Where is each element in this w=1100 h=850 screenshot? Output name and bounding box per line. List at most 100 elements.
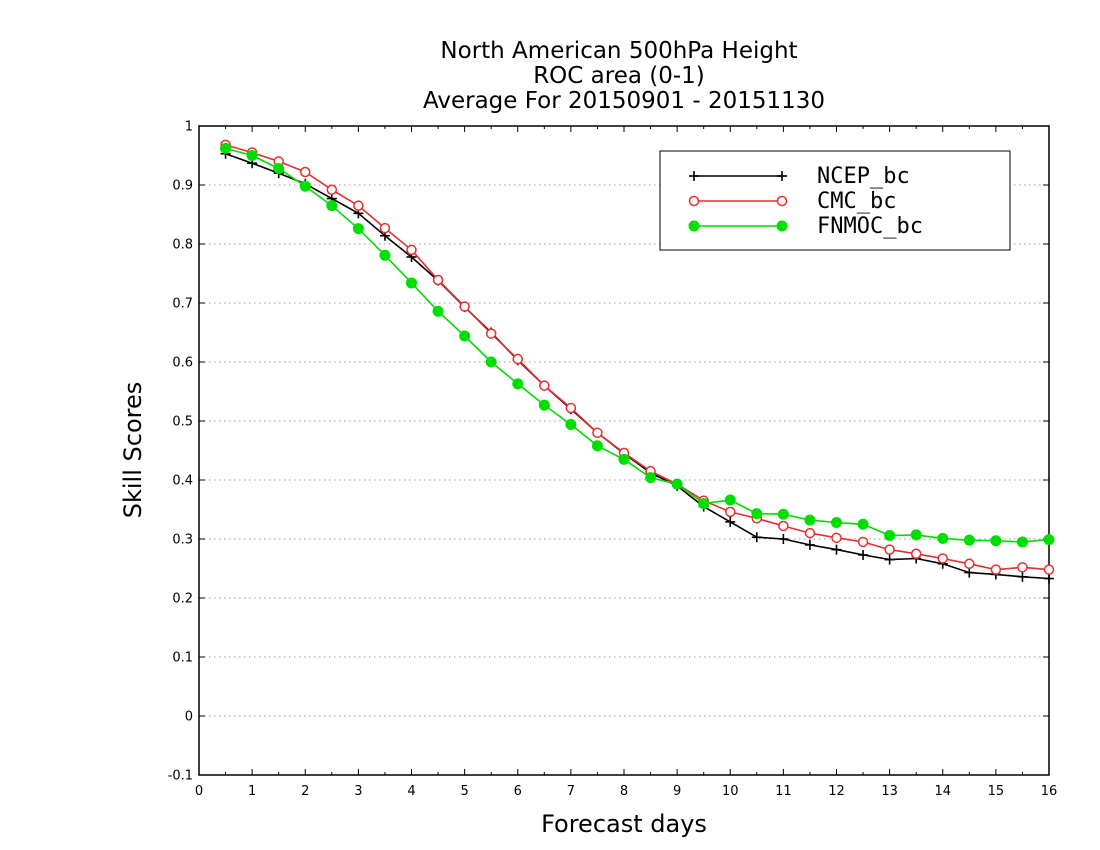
data-point-fnmoc	[352, 223, 364, 235]
x-tick-label: 7	[567, 784, 575, 799]
data-point-cmc	[300, 166, 311, 178]
x-tick-label: 14	[934, 784, 951, 799]
data-point-cmc	[910, 548, 922, 559]
legend-label-cmc: CMC_bc	[817, 189, 896, 214]
data-point-fnmoc	[1043, 534, 1055, 546]
x-tick-label: 13	[881, 784, 898, 799]
data-point-cmc	[353, 200, 364, 211]
data-point-fnmoc	[326, 200, 338, 212]
data-point-ncep	[804, 539, 815, 550]
data-point-cmc	[831, 532, 842, 544]
chart-title: North American 500hPa Height ROC area (0…	[423, 38, 825, 114]
data-point-cmc	[857, 536, 869, 548]
y-tick-label: 0.8	[172, 238, 193, 253]
x-tick-label: 15	[988, 784, 1005, 799]
y-tick-label: 0.7	[172, 297, 193, 312]
data-point-fnmoc	[751, 508, 763, 520]
data-point-fnmoc	[937, 532, 949, 544]
data-point-fnmoc	[299, 180, 311, 192]
data-point-cmc	[990, 564, 1002, 575]
legend-marker-cmc	[776, 195, 788, 207]
y-tick-label: 0.5	[172, 415, 193, 430]
data-point-fnmoc	[591, 440, 603, 452]
data-point-ncep	[1017, 571, 1028, 582]
data-point-fnmoc	[459, 330, 471, 342]
data-point-fnmoc	[538, 399, 550, 411]
x-tick-label: 8	[620, 784, 628, 799]
y-tick-label: 0.4	[172, 474, 193, 489]
data-point-ncep	[831, 544, 842, 555]
x-tick-label: 4	[407, 784, 415, 799]
chart-title-line-2: ROC area (0-1)	[533, 63, 705, 89]
data-point-fnmoc	[485, 356, 497, 368]
data-point-fnmoc	[884, 529, 896, 541]
legend-label-ncep: NCEP_bc	[817, 164, 910, 189]
data-point-cmc	[539, 380, 550, 391]
x-tick-label: 5	[460, 784, 468, 799]
data-series	[220, 139, 1055, 584]
data-point-cmc	[592, 427, 603, 439]
data-point-fnmoc	[698, 498, 710, 510]
data-point-fnmoc	[777, 508, 789, 520]
chart-title-line-1: North American 500hPa Height	[440, 38, 797, 64]
data-point-cmc	[485, 328, 497, 339]
data-point-fnmoc	[804, 514, 816, 526]
y-tick-label: 0	[185, 710, 193, 725]
y-tick-label: 0.3	[172, 533, 193, 548]
x-tick-label: 3	[354, 784, 362, 799]
x-axis-label: Forecast days	[541, 810, 707, 838]
legend: NCEP_bc CMC_bc FNMOC_bc	[659, 150, 1011, 251]
data-point-cmc	[432, 274, 444, 286]
data-point-fnmoc	[857, 518, 869, 530]
x-tick-label: 12	[828, 784, 845, 799]
data-point-cmc	[778, 520, 789, 532]
data-point-ncep	[884, 554, 895, 565]
data-point-fnmoc	[990, 535, 1002, 547]
series-fnmoc	[220, 142, 1055, 548]
data-point-cmc	[1017, 562, 1028, 573]
data-point-fnmoc	[618, 453, 630, 465]
data-point-cmc	[565, 402, 577, 414]
data-point-fnmoc	[963, 534, 975, 546]
data-point-cmc	[1043, 564, 1055, 575]
data-point-fnmoc	[645, 472, 657, 484]
data-point-ncep	[751, 532, 762, 543]
y-tick-label: 0.1	[172, 651, 193, 666]
data-point-cmc	[725, 506, 736, 518]
legend-marker-ncep	[689, 171, 699, 181]
chart-title-line-3: Average For 20150901 - 20151130	[423, 88, 825, 114]
data-point-fnmoc	[220, 142, 232, 154]
data-point-fnmoc	[910, 529, 922, 541]
y-tick-label: -0.1	[168, 769, 193, 784]
data-point-fnmoc	[512, 378, 524, 390]
data-point-cmc	[964, 558, 975, 570]
x-tick-label: 0	[195, 784, 203, 799]
data-point-cmc	[379, 222, 391, 234]
data-point-fnmoc	[432, 305, 444, 317]
data-point-cmc	[804, 527, 816, 539]
data-point-fnmoc	[671, 478, 683, 490]
x-tick-label: 6	[514, 784, 522, 799]
x-tick-label: 10	[722, 784, 739, 799]
x-axis-ticks: 0 1 2 3 4 5 6 7 8 9 10 11 12 13 14 15 16	[195, 126, 1057, 799]
x-tick-label: 16	[1041, 784, 1058, 799]
y-tick-label: 1	[185, 120, 193, 135]
legend-entries	[688, 171, 788, 232]
x-tick-label: 1	[248, 784, 256, 799]
data-point-fnmoc	[246, 150, 258, 161]
data-point-ncep	[1044, 573, 1054, 584]
data-point-ncep	[725, 516, 736, 527]
data-point-cmc	[884, 544, 895, 555]
data-point-fnmoc	[273, 162, 285, 174]
data-point-cmc	[512, 353, 523, 365]
data-point-fnmoc	[565, 419, 577, 431]
data-point-fnmoc	[724, 494, 736, 506]
data-point-ncep	[778, 534, 789, 544]
y-tick-label: 0.9	[172, 179, 193, 194]
data-point-ncep	[964, 567, 975, 578]
y-tick-label: 0.6	[172, 356, 193, 371]
legend-marker-fnmoc	[688, 220, 700, 232]
data-point-ncep	[858, 549, 869, 560]
x-tick-label: 9	[673, 784, 681, 799]
